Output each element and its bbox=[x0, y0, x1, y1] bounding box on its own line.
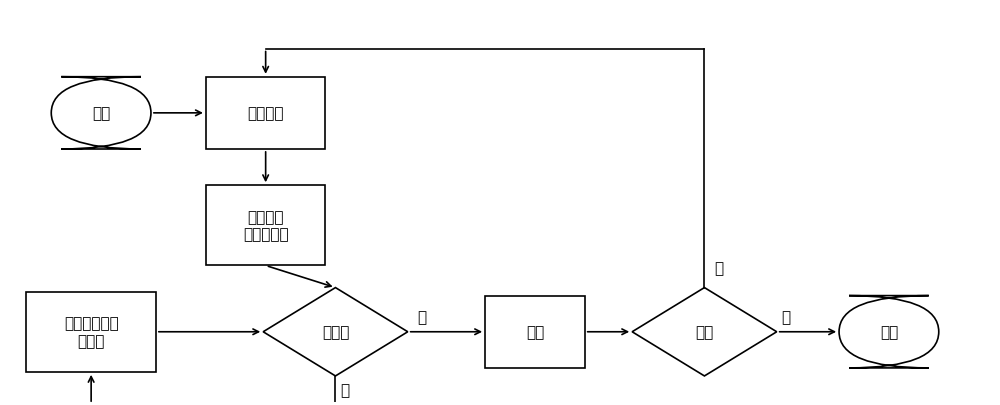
Text: 结束: 结束 bbox=[880, 324, 898, 339]
Text: 截止点: 截止点 bbox=[322, 324, 349, 339]
Text: 是: 是 bbox=[418, 309, 427, 324]
Text: 否: 否 bbox=[714, 261, 724, 276]
Text: 恢复: 恢复 bbox=[526, 324, 544, 339]
Bar bbox=[206, 77, 325, 149]
Text: 完成: 完成 bbox=[695, 324, 714, 339]
Text: 初始速率
液态水注入: 初始速率 液态水注入 bbox=[243, 210, 288, 242]
Bar bbox=[485, 296, 585, 368]
Bar bbox=[26, 292, 156, 372]
Text: 否: 否 bbox=[340, 382, 350, 397]
Text: 增加液态水注
入速率: 增加液态水注 入速率 bbox=[64, 316, 119, 348]
Text: 待测量点: 待测量点 bbox=[247, 106, 284, 121]
FancyBboxPatch shape bbox=[839, 296, 939, 368]
Bar bbox=[206, 186, 325, 266]
Polygon shape bbox=[632, 288, 777, 376]
FancyBboxPatch shape bbox=[51, 77, 151, 149]
Text: 是: 是 bbox=[782, 309, 791, 324]
Text: 开始: 开始 bbox=[92, 106, 110, 121]
Polygon shape bbox=[263, 288, 408, 376]
